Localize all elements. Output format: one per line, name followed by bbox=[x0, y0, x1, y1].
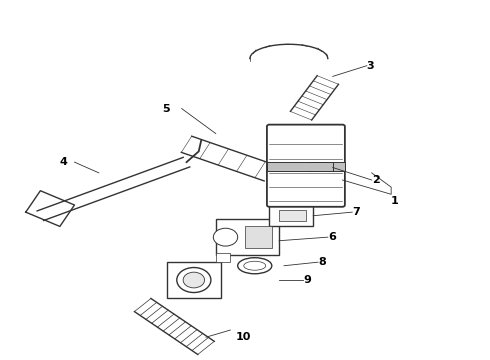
Circle shape bbox=[213, 228, 238, 246]
Circle shape bbox=[183, 272, 204, 288]
Text: 6: 6 bbox=[328, 232, 336, 242]
Text: 10: 10 bbox=[235, 332, 250, 342]
FancyBboxPatch shape bbox=[270, 205, 313, 226]
Ellipse shape bbox=[244, 261, 266, 270]
FancyBboxPatch shape bbox=[167, 262, 220, 298]
FancyBboxPatch shape bbox=[216, 253, 230, 262]
Text: 7: 7 bbox=[352, 207, 360, 217]
Circle shape bbox=[177, 267, 211, 293]
Ellipse shape bbox=[238, 258, 272, 274]
Text: 9: 9 bbox=[303, 275, 311, 285]
Text: 4: 4 bbox=[60, 157, 68, 167]
Text: 2: 2 bbox=[372, 175, 379, 185]
FancyBboxPatch shape bbox=[267, 162, 345, 171]
FancyBboxPatch shape bbox=[245, 226, 272, 248]
Text: 5: 5 bbox=[162, 104, 170, 113]
Polygon shape bbox=[26, 191, 74, 226]
FancyBboxPatch shape bbox=[279, 210, 306, 221]
FancyBboxPatch shape bbox=[267, 125, 345, 207]
Text: 8: 8 bbox=[318, 257, 326, 267]
Text: 3: 3 bbox=[367, 61, 374, 71]
FancyBboxPatch shape bbox=[216, 219, 279, 255]
Text: 1: 1 bbox=[391, 197, 399, 206]
